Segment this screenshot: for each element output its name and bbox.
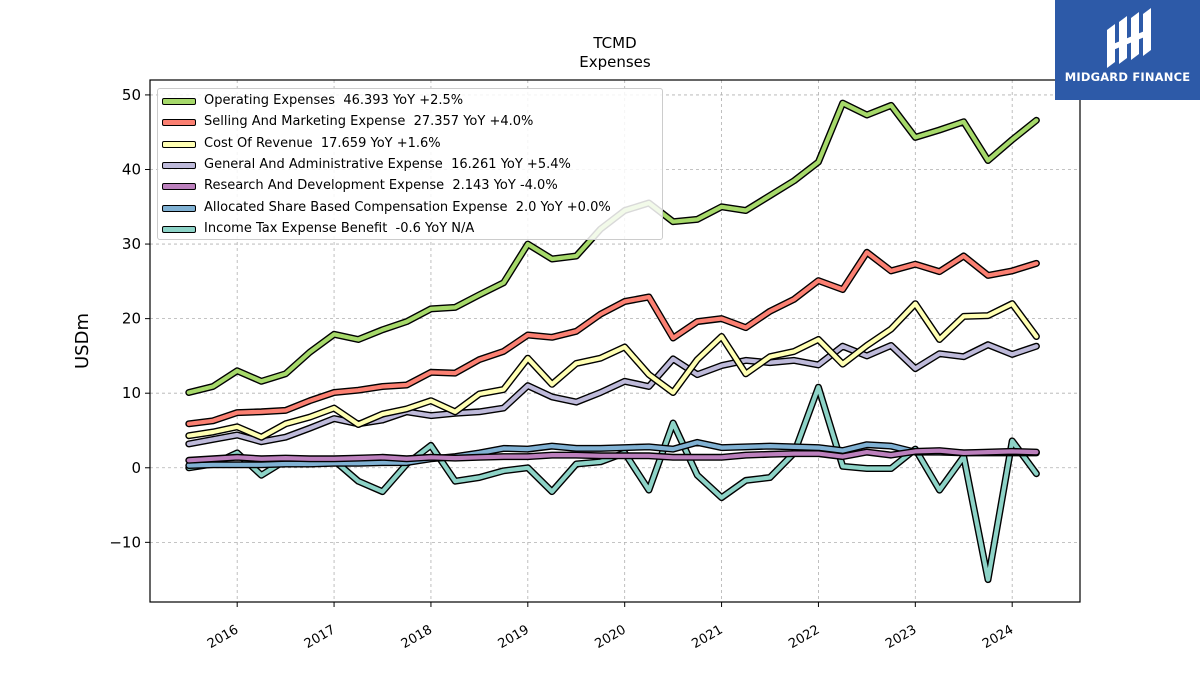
x-tick-label: 2018 xyxy=(399,622,435,652)
chart-subtitle: Expenses xyxy=(579,53,651,71)
legend-swatch xyxy=(162,140,196,148)
legend-item: Cost Of Revenue 17.659 YoY +1.6% xyxy=(158,135,662,156)
legend-swatch xyxy=(162,183,196,191)
legend-item: Operating Expenses 46.393 YoY +2.5% xyxy=(158,92,662,113)
x-tick-label: 2016 xyxy=(205,622,241,652)
legend-item: Research And Development Expense 2.143 Y… xyxy=(158,177,662,198)
series-layer xyxy=(185,99,1040,584)
midgard-logo-icon xyxy=(1107,8,1151,68)
legend-swatch xyxy=(162,204,196,212)
legend-label: Selling And Marketing Expense 27.357 YoY… xyxy=(204,114,534,130)
legend-item: Income Tax Expense Benefit -0.6 YoY N/A xyxy=(158,220,662,241)
legend-label: Research And Development Expense 2.143 Y… xyxy=(204,178,558,194)
legend-label: Allocated Share Based Compensation Expen… xyxy=(204,199,611,215)
y-tick-label: 30 xyxy=(122,235,141,253)
legend-label: General And Administrative Expense 16.26… xyxy=(204,156,571,172)
brand-name: MIDGARD FINANCE xyxy=(1064,70,1191,84)
series-outline-cost-of-revenue xyxy=(185,300,1040,441)
plot-frame xyxy=(149,79,1081,603)
y-tick-label: 20 xyxy=(122,310,141,328)
y-tick-label: 50 xyxy=(122,86,141,104)
series-line-selling-and-marketing-expense xyxy=(186,250,1039,426)
legend: Operating Expenses 46.393 YoY +2.5% Selli… xyxy=(157,88,663,240)
legend-label: Operating Expenses 46.393 YoY +2.5% xyxy=(204,93,464,108)
series-line-research-and-development-expense xyxy=(186,448,1039,463)
y-tick-label: −10 xyxy=(109,533,141,551)
x-tick-label: 2021 xyxy=(689,622,725,652)
brand-logo: MIDGARD FINANCE xyxy=(1055,0,1200,100)
series-line-allocated-share-based-compensation-expense xyxy=(186,440,1039,468)
legend-item: General And Administrative Expense 16.26… xyxy=(158,156,662,177)
legend-swatch xyxy=(162,119,196,127)
y-tick-label: 0 xyxy=(131,459,141,477)
x-tick-label: 2024 xyxy=(980,622,1016,652)
legend-swatch xyxy=(162,225,196,233)
series-line-cost-of-revenue xyxy=(186,301,1039,440)
y-tick-label: 10 xyxy=(122,384,141,402)
series-outline-general-and-administrative-expense xyxy=(185,341,1040,448)
y-axis-label: USDm xyxy=(72,313,93,369)
legend-label: Income Tax Expense Benefit -0.6 YoY N/A xyxy=(204,220,475,236)
legend-item: Selling And Marketing Expense 27.357 YoY… xyxy=(158,113,662,134)
legend-label: Cost Of Revenue 17.659 YoY +1.6% xyxy=(204,135,441,151)
x-tick-label: 2023 xyxy=(883,622,919,652)
x-tick-label: 2017 xyxy=(302,622,338,652)
x-tick-label: 2019 xyxy=(496,622,532,652)
y-tick-label: 40 xyxy=(122,160,141,178)
series-line-general-and-administrative-expense xyxy=(186,342,1039,446)
legend-swatch xyxy=(162,161,196,169)
legend-item: Allocated Share Based Compensation Expen… xyxy=(158,199,662,220)
legend-swatch xyxy=(162,98,196,105)
x-tick-label: 2022 xyxy=(786,622,822,652)
x-tick-label: 2020 xyxy=(593,622,629,652)
chart-title: TCMD xyxy=(592,34,636,52)
